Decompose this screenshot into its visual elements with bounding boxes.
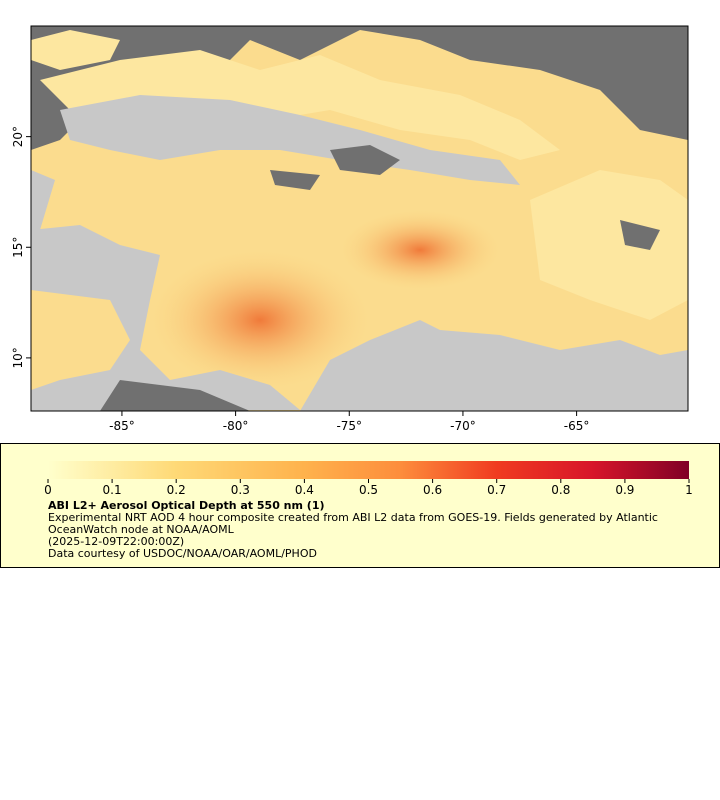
- colorbar-tick-label: 0: [44, 483, 52, 497]
- x-tick-label: -80°: [223, 419, 249, 433]
- x-tick-label: -75°: [336, 419, 362, 433]
- y-tick-label: 20°: [11, 126, 25, 147]
- colorbar-tick-label: 0.1: [103, 483, 122, 497]
- colorbar-ramp: [48, 461, 689, 479]
- x-tick-label: -65°: [564, 419, 590, 433]
- colorbar: 0 0.1 0.2 0.3 0.4 0.5 0.6 0.7 0.8 0.9 1: [44, 461, 693, 497]
- map-image: [31, 26, 688, 411]
- x-tick-label: -70°: [450, 419, 476, 433]
- y-tick-label: 10°: [11, 347, 25, 368]
- colorbar-tick-label: 0.5: [359, 483, 378, 497]
- map-frame: [30, 25, 689, 412]
- colorbar-tick-label: 0.2: [167, 483, 186, 497]
- caption: ABI L2+ Aerosol Optical Depth at 550 nm …: [48, 500, 688, 560]
- caption-timestamp: (2025-12-09T22:00:00Z): [48, 535, 185, 548]
- colorbar-tick-label: 0.4: [295, 483, 314, 497]
- colorbar-tick-label: 0.7: [487, 483, 506, 497]
- colorbar-tick-label: 1: [685, 483, 693, 497]
- colorbar-tick-label: 0.6: [423, 483, 442, 497]
- caption-description: Experimental NRT AOD 4 hour composite cr…: [48, 511, 658, 536]
- y-tick-label: 15°: [11, 237, 25, 258]
- x-tick-label: -85°: [109, 419, 135, 433]
- caption-title: ABI L2+ Aerosol Optical Depth at 550 nm …: [48, 499, 325, 512]
- colorbar-tick-label: 0.9: [615, 483, 634, 497]
- colorbar-tick-label: 0.8: [551, 483, 570, 497]
- map-panel: -85° -80° -75° -70° -65° 10° 15° 20°: [11, 25, 689, 433]
- legend-panel: 0 0.1 0.2 0.3 0.4 0.5 0.6 0.7 0.8 0.9 1 ABI L2+ Ae…: [0, 443, 720, 568]
- colorbar-tick-label: 0.3: [231, 483, 250, 497]
- caption-credit: Data courtesy of USDOC/NOAA/OAR/AOML/PHO…: [48, 547, 317, 560]
